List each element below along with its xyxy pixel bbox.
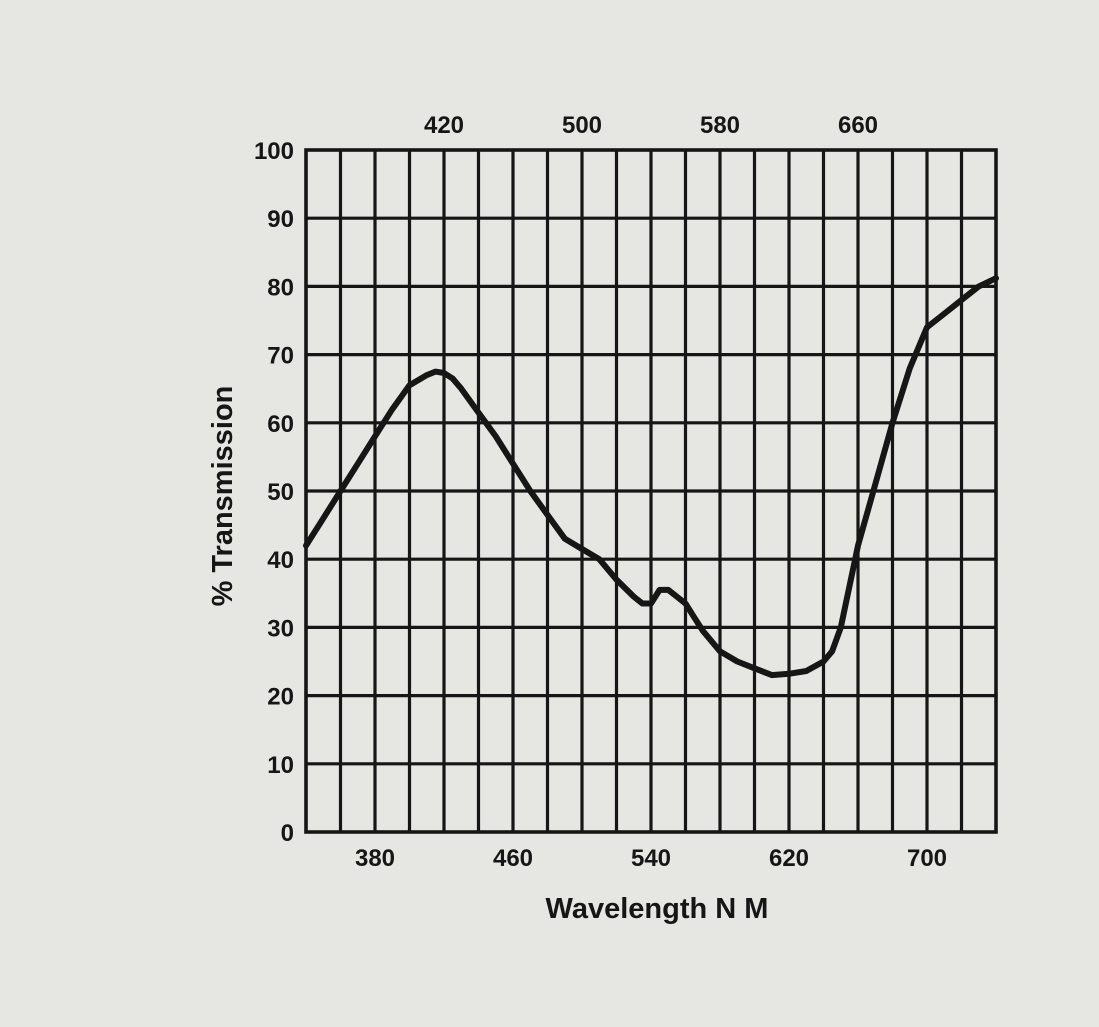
- y-tick-label: 80: [267, 274, 294, 301]
- y-tick-label: 0: [281, 820, 294, 847]
- x-tick-label-bottom: 620: [769, 845, 809, 872]
- x-tick-label-bottom: 540: [631, 845, 671, 872]
- plot-frame: [304, 148, 998, 834]
- x-axis-title: Wavelength N M: [546, 893, 769, 925]
- series-line-transmission: [303, 275, 999, 679]
- y-tick-label: 30: [267, 615, 294, 642]
- x-tick-label-top: 580: [700, 112, 740, 139]
- x-tick-label-top: 420: [424, 112, 464, 139]
- x-tick-label-top: 660: [838, 112, 878, 139]
- y-tick-label: 60: [267, 411, 294, 438]
- y-tick-label: 90: [267, 206, 294, 233]
- x-tick-label-bottom: 700: [907, 845, 947, 872]
- y-tick-label: 100: [254, 138, 294, 165]
- y-tick-label: 70: [267, 343, 294, 370]
- x-tick-label-bottom: 380: [355, 845, 395, 872]
- y-axis-title: % Transmission: [207, 386, 239, 607]
- y-tick-label: 40: [267, 547, 294, 574]
- y-tick-label: 50: [267, 479, 294, 506]
- x-tick-label-top: 500: [562, 112, 602, 139]
- x-tick-label-bottom: 460: [493, 845, 533, 872]
- y-tick-label: 10: [267, 752, 294, 779]
- y-tick-label: 20: [267, 684, 294, 711]
